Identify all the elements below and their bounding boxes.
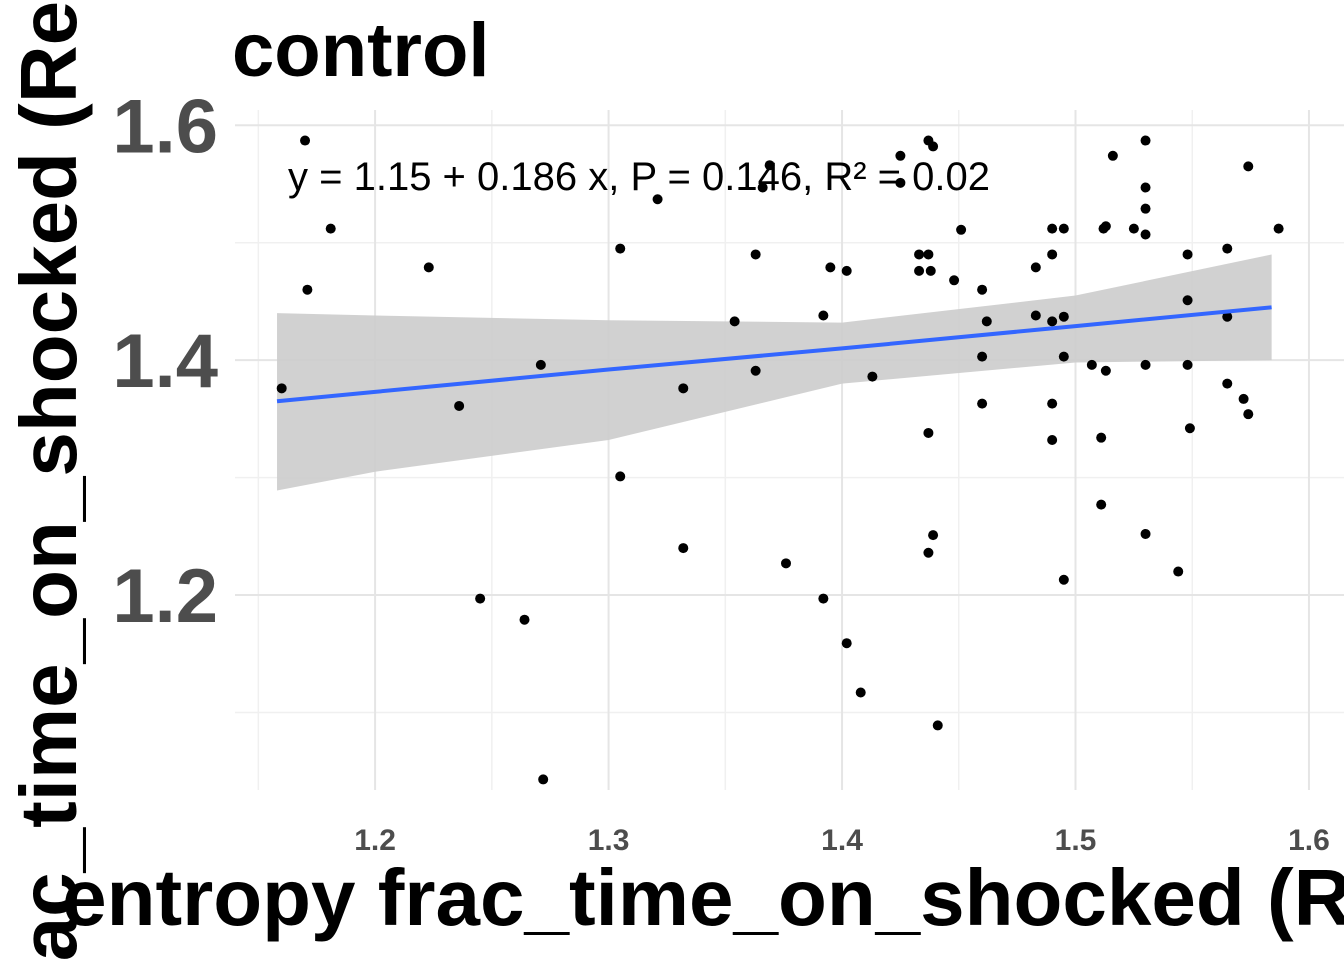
point [1047, 249, 1058, 260]
point [302, 284, 313, 295]
point [780, 558, 791, 569]
point [825, 262, 836, 273]
point [923, 547, 934, 558]
point [1273, 223, 1284, 234]
point [1173, 566, 1184, 577]
point [1058, 574, 1069, 585]
point [949, 275, 960, 286]
point [1030, 310, 1041, 321]
point [535, 359, 546, 370]
y-tick-label: 1.4 [112, 319, 218, 404]
point [1030, 262, 1041, 273]
point [423, 262, 434, 273]
point [475, 593, 486, 604]
point [764, 160, 775, 171]
point [1140, 528, 1151, 539]
point [914, 249, 925, 260]
point [923, 249, 934, 260]
point [1140, 359, 1151, 370]
point [1222, 243, 1233, 254]
point [1058, 311, 1069, 322]
point [956, 224, 967, 235]
x-axis-title: entropy frac_time_on_shocked (Rep1) [62, 853, 1344, 942]
point [615, 243, 626, 254]
point [841, 265, 852, 276]
point [1047, 316, 1058, 327]
point [855, 687, 866, 698]
point [1058, 223, 1069, 234]
point [750, 365, 761, 376]
point [925, 265, 936, 276]
point [1100, 365, 1111, 376]
point [538, 774, 549, 785]
chart-title: control [232, 8, 490, 93]
point [923, 427, 934, 438]
point [1100, 221, 1111, 232]
x-tick-label: 1.6 [1288, 824, 1330, 857]
point [615, 471, 626, 482]
point [932, 720, 943, 731]
point [914, 265, 925, 276]
point [1047, 223, 1058, 234]
y-axis-title: frac_time_on_shocked (Rep1) [4, 0, 93, 960]
point [928, 141, 939, 152]
point [678, 543, 689, 554]
point [300, 135, 311, 146]
point [1222, 311, 1233, 322]
point [1047, 435, 1058, 446]
point [867, 371, 878, 382]
x-tick-label: 1.2 [354, 824, 396, 857]
point [1243, 161, 1254, 172]
point [1222, 378, 1233, 389]
point [1086, 359, 1097, 370]
point [1238, 393, 1249, 404]
point [729, 316, 740, 327]
point [1182, 249, 1193, 260]
point [977, 284, 988, 295]
point [1182, 295, 1193, 306]
point [1047, 398, 1058, 409]
y-tick-label: 1.2 [112, 554, 218, 639]
point [1140, 135, 1151, 146]
point [276, 383, 287, 394]
point [1096, 499, 1107, 510]
point [977, 351, 988, 362]
x-tick-label: 1.5 [1055, 824, 1097, 857]
y-tick-label: 1.6 [112, 84, 218, 169]
point [519, 614, 530, 625]
point [325, 223, 336, 234]
point [1128, 223, 1139, 234]
point [928, 530, 939, 541]
point [1184, 423, 1195, 434]
fit-line [276, 305, 1272, 404]
point [1243, 409, 1254, 420]
x-tick-label: 1.3 [588, 824, 630, 857]
point [981, 316, 992, 327]
point [757, 182, 768, 193]
point [750, 249, 761, 260]
point [1182, 359, 1193, 370]
point [818, 310, 829, 321]
point [1107, 150, 1118, 161]
confidence-band [277, 254, 1272, 491]
point [652, 194, 663, 205]
point [895, 150, 906, 161]
point [454, 400, 465, 411]
point [678, 383, 689, 394]
point [895, 177, 906, 188]
point [1140, 229, 1151, 240]
point [977, 398, 988, 409]
x-tick-label: 1.4 [821, 824, 863, 857]
point [1140, 203, 1151, 214]
point [1096, 432, 1107, 443]
point [818, 593, 829, 604]
point [1058, 351, 1069, 362]
annotation: y = 1.15 + 0.186 x, P = 0.146, R² = 0.02 [288, 155, 990, 199]
point [841, 638, 852, 649]
point [1140, 182, 1151, 193]
